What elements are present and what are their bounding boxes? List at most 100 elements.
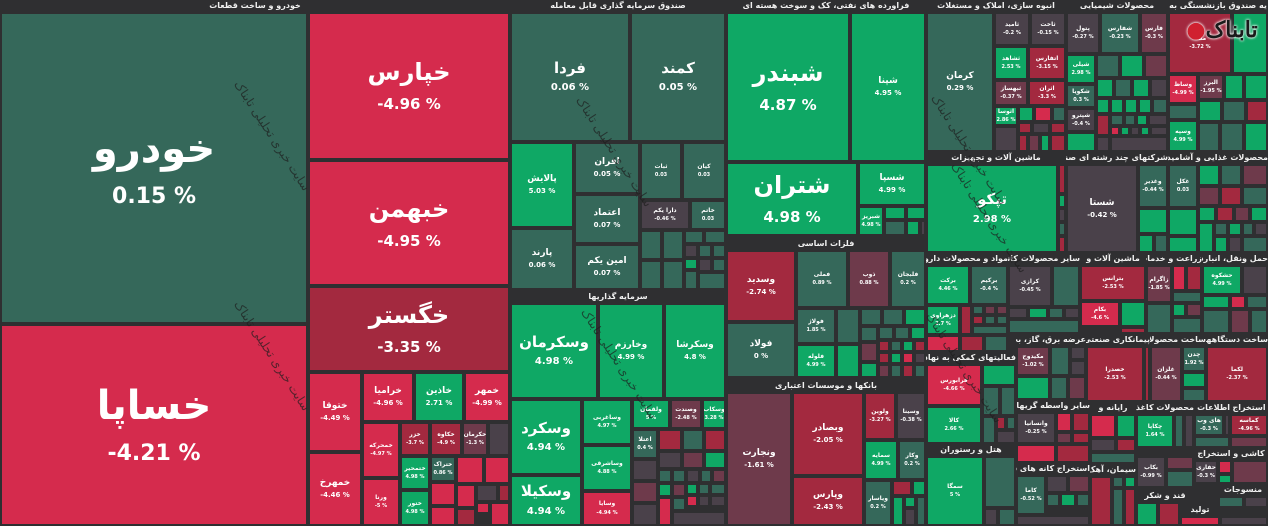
stock-tile-small[interactable] [860,342,878,362]
stock-tile-small[interactable] [996,416,1006,430]
stock-tile-small[interactable] [1034,106,1052,122]
stock-tile-small[interactable] [1244,122,1268,152]
stock-tile[interactable]: شبریز 4.98 % [858,206,884,236]
sector-title-chem[interactable]: محصولات شیمیایی [1079,1,1155,10]
stock-tile-small[interactable] [1246,100,1268,122]
stock-tile-small[interactable] [682,429,704,451]
stock-tile-small[interactable] [1058,194,1066,208]
stock-tile-small[interactable] [1222,100,1246,122]
sector-title-invest[interactable]: سرمایه گذاریها [588,292,648,301]
stock-tile[interactable]: لکما -2.37 % [1206,346,1268,402]
sector-title-mining[interactable]: استخراج [1232,403,1266,412]
stock-tile-small[interactable] [1198,100,1222,122]
stock-tile-small[interactable] [710,495,726,507]
stock-tile-small[interactable] [1214,236,1228,253]
stock-tile[interactable]: اعتماد 0.07 % [574,194,640,244]
stock-tile[interactable]: فولاژ 1.85 % [796,308,836,344]
stock-tile-small[interactable] [1218,460,1232,474]
sector-title-hotel[interactable]: هتل و رستوران [940,445,1002,454]
stock-tile-small[interactable] [998,508,1016,526]
stock-tile-small[interactable] [1018,106,1034,122]
stock-tile-small[interactable] [910,326,926,340]
stock-tile[interactable]: اعتلا 0.4 % [632,429,658,459]
stock-tile[interactable]: چدن 1.92 % [1182,346,1206,372]
stock-tile-small[interactable] [1058,236,1066,253]
stock-tile-small[interactable] [1090,476,1112,526]
stock-tile-small[interactable] [1058,208,1066,222]
stock-tile-small[interactable] [1250,206,1268,222]
stock-tile[interactable]: شپترو -0.4 % [1066,108,1096,132]
stock-tile-small[interactable] [1008,319,1080,334]
sector-title-it[interactable]: اطلاعات و [1194,403,1230,412]
stock-tile[interactable]: البرز -1.95 % [1198,74,1224,100]
stock-tile[interactable]: سمگا 5 % [926,456,984,526]
stock-tile[interactable]: شکویا 0.3 % [1066,84,1096,108]
stock-tile-small[interactable] [860,362,878,378]
stock-tile-small[interactable] [982,364,1016,386]
stock-tile-small[interactable] [640,230,662,260]
stock-tile-small[interactable] [1132,78,1150,98]
stock-tile-small[interactable] [658,497,672,526]
stock-tile-small[interactable] [1166,456,1194,470]
stock-tile-small[interactable] [1198,206,1216,222]
stock-tile-small[interactable] [1138,234,1154,253]
stock-tile[interactable]: کرمان 0.29 % [926,12,994,152]
stock-tile-small[interactable] [1172,317,1202,334]
stock-tile-small[interactable] [1112,488,1124,526]
stock-tile-small[interactable] [1048,307,1064,319]
stock-tile[interactable]: برکیم -0.4 % [970,265,1008,305]
stock-tile-small[interactable] [960,305,972,335]
stock-tile[interactable]: وسدید -2.74 % [726,250,796,322]
stock-tile-small[interactable] [926,335,960,352]
stock-tile-small[interactable] [1120,54,1144,78]
stock-tile-small[interactable] [1154,234,1168,253]
stock-tile[interactable]: وکار 0.2 % [898,440,926,480]
stock-tile[interactable]: فارس -0.3 % [1140,12,1168,54]
sector-title-machinery2[interactable]: ماشین آلات و [1086,254,1140,263]
stock-tile[interactable]: بکاب -0.99 % [1136,456,1166,488]
stock-tile-small[interactable] [914,364,926,378]
stock-tile-small[interactable] [1146,303,1172,334]
stock-tile-small[interactable] [490,502,510,526]
stock-tile-small[interactable] [698,495,710,507]
stock-tile-small[interactable] [984,305,996,315]
stock-tile-small[interactable] [1050,376,1068,400]
stock-tile[interactable]: پارند 0.06 % [510,228,574,290]
stock-tile[interactable]: وانسانیا -0.25 % [1016,412,1056,444]
stock-tile[interactable]: شفارس -0.23 % [1100,12,1140,54]
stock-tile[interactable]: وبصادر -2.05 % [792,392,864,476]
stock-tile[interactable]: ویاسار 0.2 % [864,480,892,526]
stock-tile[interactable]: وسکرمان 4.98 % [510,303,598,399]
stock-tile[interactable]: شستا -0.42 % [1066,164,1138,253]
stock-tile-small[interactable] [456,484,476,508]
stock-tile[interactable]: کمند 0.05 % [630,12,726,142]
stock-tile-small[interactable] [914,352,926,364]
stock-tile-small[interactable] [672,497,686,511]
stock-tile-small[interactable] [1150,126,1168,136]
stock-tile-small[interactable] [712,469,726,483]
stock-tile-small[interactable] [1056,412,1072,432]
stock-tile[interactable]: وسکیلا 4.94 % [510,475,582,526]
stock-tile-small[interactable] [1172,265,1186,291]
stock-tile[interactable]: خودرو 0.15 % [0,12,308,324]
stock-tile-small[interactable] [878,326,894,340]
stock-tile-small[interactable] [1198,164,1220,186]
stock-tile[interactable]: فردا 0.06 % [510,12,630,142]
stock-tile[interactable]: فملی 0.89 % [796,250,848,308]
stock-tile-small[interactable] [684,244,698,258]
stock-tile[interactable]: وسپه 4.99 % [1168,120,1198,152]
stock-tile-small[interactable] [1230,295,1246,309]
stock-tile[interactable]: خمهرخ -4.46 % [308,452,362,526]
stock-tile[interactable]: شیلی 2.98 % [1066,54,1096,84]
sector-title-cement[interactable]: سیمان، آهک و [1090,465,1136,474]
stock-tile[interactable]: امین یکم 0.07 % [574,244,640,290]
stock-tile-small[interactable] [906,220,920,236]
stock-tile-small[interactable] [914,340,926,352]
stock-tile-small[interactable] [878,364,890,378]
stock-tile-small[interactable] [1150,78,1168,98]
stock-tile[interactable]: ختمحیر 4.98 % [400,456,430,490]
stock-tile[interactable]: خرامیا -4.96 % [362,372,414,422]
stock-tile-small[interactable] [686,483,698,495]
stock-tile[interactable]: وسکرد 4.94 % [510,399,582,475]
stock-tile-small[interactable] [1216,206,1234,222]
